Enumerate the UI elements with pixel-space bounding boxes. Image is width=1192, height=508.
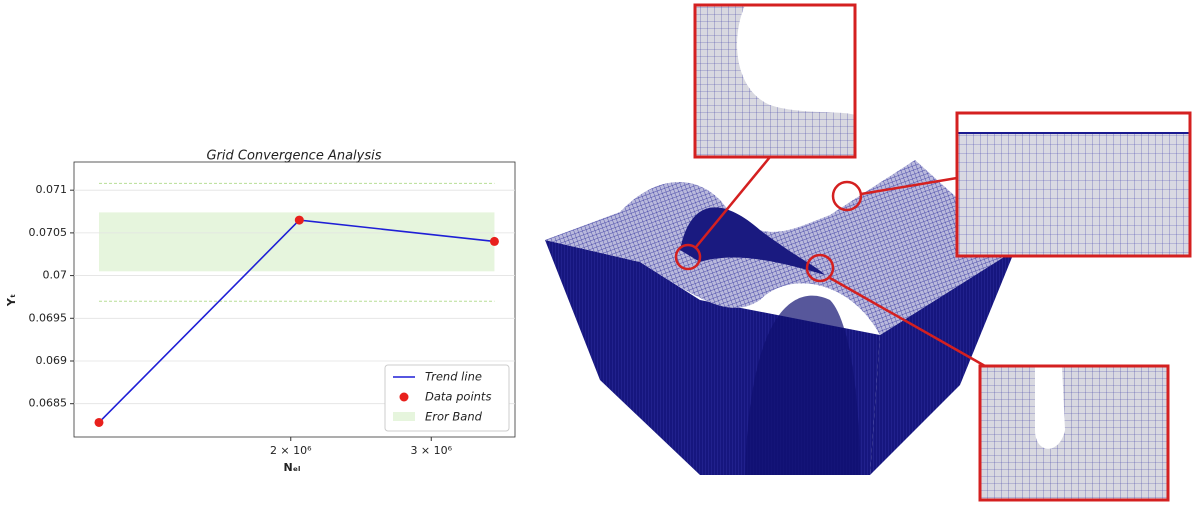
y-tick-label: 0.07 — [43, 269, 68, 282]
chart-area: Grid Convergence Analysis Nₑₗ Yₜ 0.0685 0… — [5, 149, 515, 475]
legend-label: Data points — [425, 390, 491, 404]
zoom-inset — [695, 5, 855, 157]
data-point — [490, 237, 499, 246]
data-point — [94, 418, 103, 427]
data-point — [295, 216, 304, 225]
y-tick-label: 0.071 — [36, 183, 68, 196]
legend-label: Eror Band — [425, 410, 483, 424]
y-axis-label: Yₜ — [5, 294, 18, 307]
legend-swatch — [393, 412, 415, 421]
legend-label: Trend line — [425, 370, 482, 384]
mesh-illustration — [545, 5, 1190, 500]
y-tick-label: 0.0685 — [29, 397, 68, 410]
zoom-inset — [957, 113, 1190, 256]
zoom-inset — [980, 366, 1168, 500]
legend-swatch — [400, 393, 409, 402]
chart-title: Grid Convergence Analysis — [206, 149, 381, 164]
page: Grid Convergence Analysis Nₑₗ Yₜ 0.0685 0… — [0, 0, 1192, 504]
x-axis-label: Nₑₗ — [284, 461, 301, 474]
legend: Trend line Data points Eror Band — [385, 365, 509, 431]
y-tick-label: 0.069 — [36, 354, 68, 367]
y-tick-label: 0.0695 — [29, 311, 68, 324]
x-tick-label: 2 × 10⁶ — [270, 444, 312, 457]
x-tick-label: 3 × 10⁶ — [410, 444, 452, 457]
y-tick-label: 0.0705 — [29, 226, 68, 239]
